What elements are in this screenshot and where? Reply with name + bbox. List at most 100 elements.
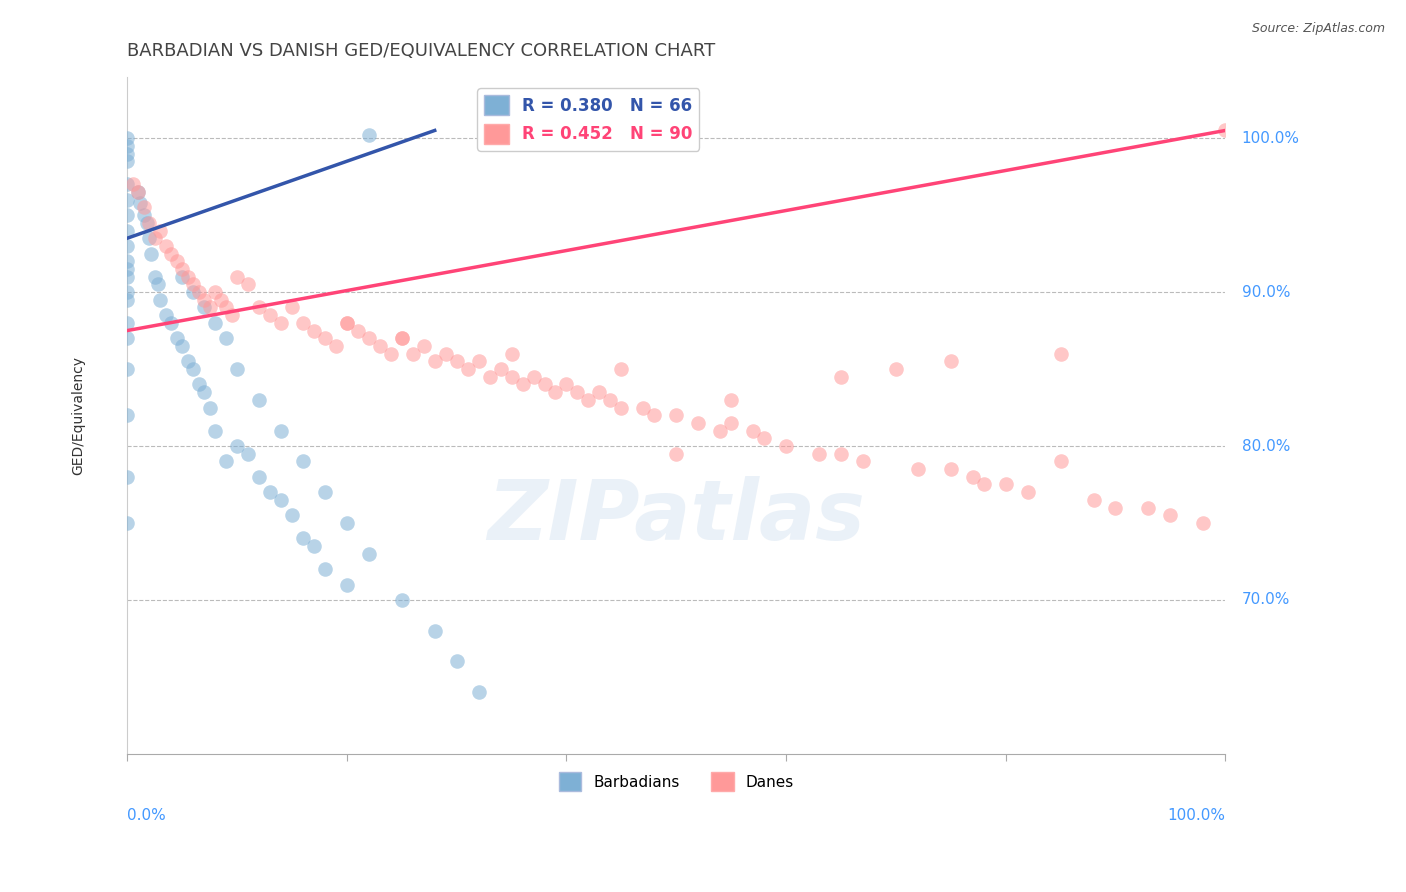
Point <box>215 454 238 468</box>
Point <box>347 324 370 338</box>
Point <box>121 178 143 192</box>
Point <box>522 369 544 384</box>
Point <box>117 154 139 169</box>
Point <box>117 262 139 277</box>
Text: 0.0%: 0.0% <box>128 808 166 822</box>
Point <box>973 477 995 491</box>
Point <box>336 316 359 330</box>
Point <box>1104 500 1126 515</box>
Point <box>1137 500 1160 515</box>
Point <box>146 277 169 292</box>
Point <box>117 223 139 237</box>
Point <box>314 331 336 345</box>
Point <box>830 369 852 384</box>
Point <box>478 369 501 384</box>
Point <box>129 195 152 210</box>
Point <box>138 216 160 230</box>
Point <box>391 331 413 345</box>
Point <box>1213 123 1236 137</box>
Point <box>127 185 149 199</box>
Point <box>132 201 155 215</box>
Point <box>402 346 425 360</box>
Point <box>434 346 457 360</box>
Point <box>226 269 249 284</box>
Point <box>994 477 1017 491</box>
Point <box>720 392 742 407</box>
Point <box>117 131 139 145</box>
Point <box>181 277 204 292</box>
Point <box>172 269 194 284</box>
Point <box>633 401 655 415</box>
Text: 70.0%: 70.0% <box>1241 592 1291 607</box>
Point <box>247 301 270 315</box>
Point <box>141 246 163 260</box>
Point <box>423 354 446 368</box>
Point <box>752 431 775 445</box>
Point <box>1049 346 1071 360</box>
Point <box>117 208 139 222</box>
Point <box>181 285 204 299</box>
Point <box>117 331 139 345</box>
Point <box>117 516 139 530</box>
Point <box>270 316 292 330</box>
Point <box>259 485 281 500</box>
Point <box>117 285 139 299</box>
Point <box>215 331 238 345</box>
Point <box>198 301 221 315</box>
Point <box>391 593 413 607</box>
Point <box>357 547 380 561</box>
Point <box>149 223 172 237</box>
Point <box>172 262 194 277</box>
Text: 80.0%: 80.0% <box>1241 439 1291 453</box>
Point <box>302 324 325 338</box>
Point <box>117 254 139 268</box>
Point <box>380 346 402 360</box>
Point <box>1192 516 1215 530</box>
Point <box>336 577 359 591</box>
Point <box>270 424 292 438</box>
Point <box>423 624 446 638</box>
Point <box>166 331 188 345</box>
Point <box>391 331 413 345</box>
Point <box>939 462 962 476</box>
Point <box>181 362 204 376</box>
Point <box>143 231 166 245</box>
Point <box>160 316 183 330</box>
Point <box>221 308 243 322</box>
Point <box>143 269 166 284</box>
Point <box>187 285 209 299</box>
Point <box>1083 492 1105 507</box>
Legend: Barbadians, Danes: Barbadians, Danes <box>553 766 800 797</box>
Point <box>555 377 578 392</box>
Point <box>166 254 188 268</box>
Point <box>939 354 962 368</box>
Point <box>204 424 226 438</box>
Point <box>357 128 380 142</box>
Point <box>610 362 633 376</box>
Point <box>501 346 523 360</box>
Point <box>533 377 555 392</box>
Point <box>336 316 359 330</box>
Point <box>314 485 336 500</box>
Point <box>907 462 929 476</box>
Point <box>446 354 468 368</box>
Point <box>325 339 347 353</box>
Text: 100.0%: 100.0% <box>1241 130 1299 145</box>
Point <box>665 447 688 461</box>
Point <box>688 416 710 430</box>
Point <box>226 362 249 376</box>
Point <box>155 239 177 253</box>
Point <box>155 308 177 322</box>
Point <box>270 492 292 507</box>
Point <box>136 216 159 230</box>
Point <box>357 331 380 345</box>
Text: 90.0%: 90.0% <box>1241 285 1291 300</box>
Point <box>291 454 314 468</box>
Point <box>467 354 489 368</box>
Point <box>176 269 198 284</box>
Point <box>567 385 589 400</box>
Point <box>336 516 359 530</box>
Point <box>117 362 139 376</box>
Point <box>160 246 183 260</box>
Point <box>291 316 314 330</box>
